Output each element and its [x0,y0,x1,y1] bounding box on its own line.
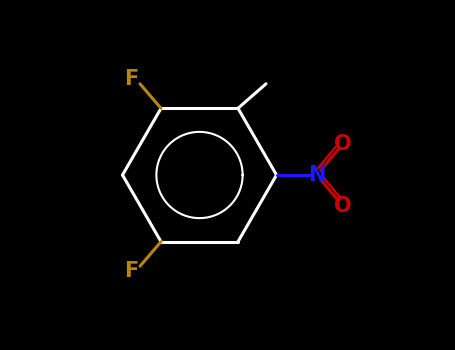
Text: N: N [308,165,325,185]
Text: F: F [124,261,138,281]
Text: O: O [334,134,351,154]
Text: O: O [334,196,351,216]
Text: F: F [124,69,138,89]
